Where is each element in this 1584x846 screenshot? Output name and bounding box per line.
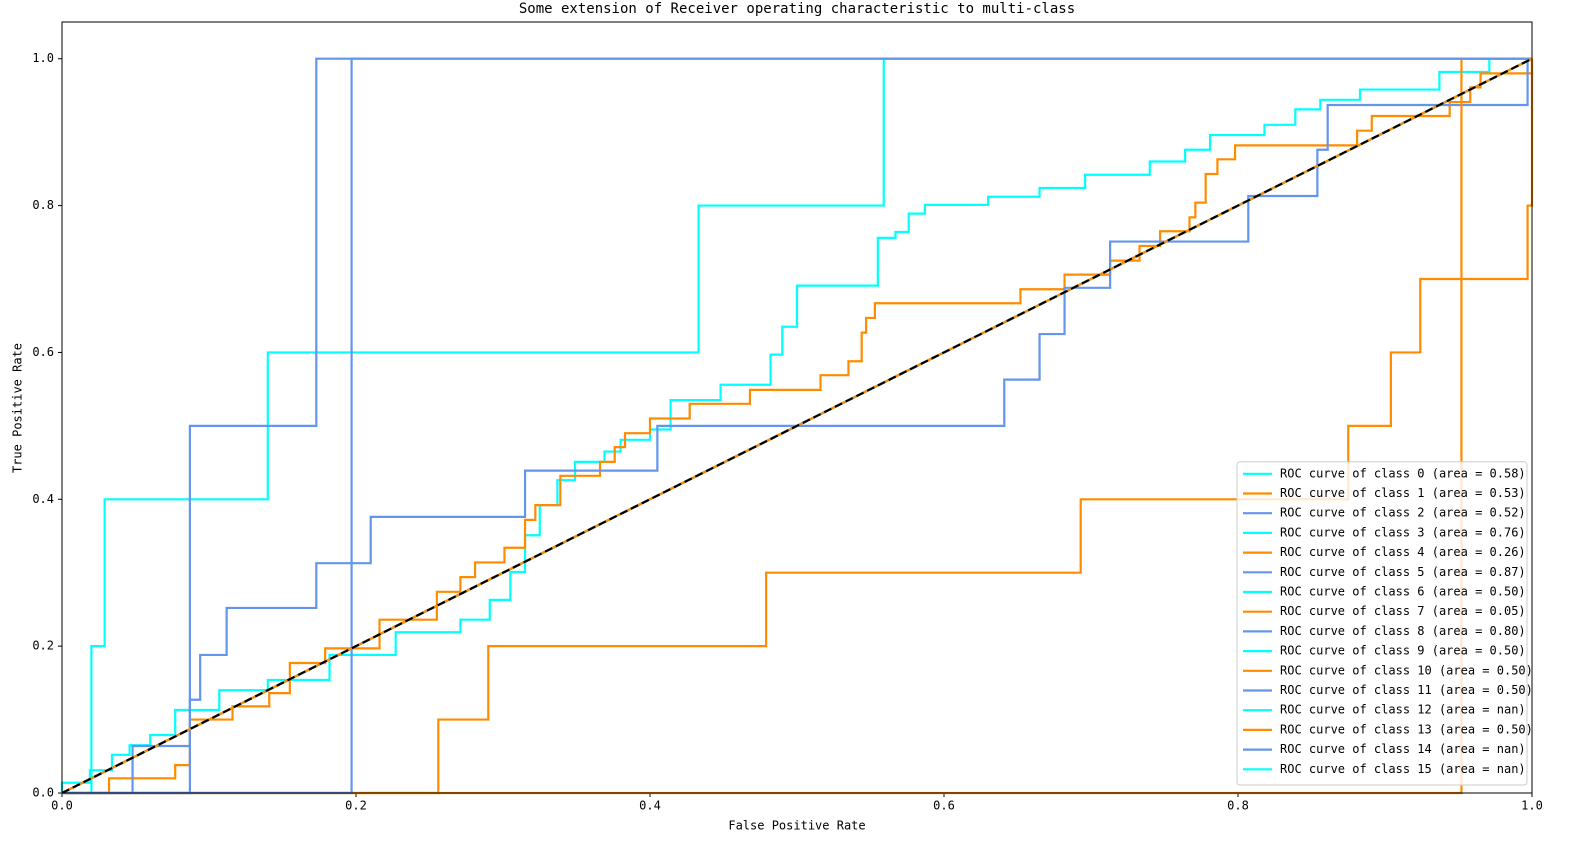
- roc-curve: [60, 57, 1532, 793]
- legend-label: ROC curve of class 2 (area = 0.52): [1280, 506, 1526, 520]
- x-tick-label: 0.8: [1227, 799, 1249, 813]
- legend-label: ROC curve of class 14 (area = nan): [1280, 742, 1526, 756]
- y-tick-label: 0.6: [32, 345, 54, 359]
- legend-label: ROC curve of class 5 (area = 0.87): [1280, 565, 1526, 579]
- x-tick-label: 0.0: [51, 799, 73, 813]
- x-axis-label: False Positive Rate: [728, 819, 865, 833]
- legend-label: ROC curve of class 11 (area = 0.50): [1280, 683, 1533, 697]
- y-tick-label: 0.0: [32, 786, 54, 800]
- legend-label: ROC curve of class 10 (area = 0.50): [1280, 663, 1533, 677]
- x-tick-label: 0.6: [933, 799, 955, 813]
- y-tick-label: 0.2: [32, 639, 54, 653]
- legend-label: ROC curve of class 7 (area = 0.05): [1280, 604, 1526, 618]
- y-tick-label: 1.0: [32, 51, 54, 65]
- legend-label: ROC curve of class 6 (area = 0.50): [1280, 585, 1526, 599]
- legend-label: ROC curve of class 9 (area = 0.50): [1280, 644, 1526, 658]
- legend-label: ROC curve of class 3 (area = 0.76): [1280, 525, 1526, 539]
- roc-curve: [62, 57, 1532, 795]
- x-tick-label: 1.0: [1521, 799, 1543, 813]
- legend-label: ROC curve of class 15 (area = nan): [1280, 762, 1526, 776]
- x-tick-label: 0.4: [639, 799, 661, 813]
- legend-label: ROC curve of class 4 (area = 0.26): [1280, 545, 1526, 559]
- legend-label: ROC curve of class 12 (area = nan): [1280, 703, 1526, 717]
- y-axis-label: True Positive Rate: [11, 343, 25, 473]
- legend-box: [1236, 461, 1528, 786]
- x-tick-label: 0.2: [345, 799, 367, 813]
- y-tick-label: 0.4: [32, 492, 54, 506]
- y-tick-label: 0.8: [32, 198, 54, 212]
- roc-curve: [62, 58, 1534, 795]
- chart-title: Some extension of Receiver operating cha…: [519, 1, 1075, 17]
- diagonal: [61, 57, 1533, 794]
- legend-label: ROC curve of class 0 (area = 0.58): [1280, 466, 1526, 480]
- axes-frame: [61, 21, 1533, 794]
- legend-label: ROC curve of class 1 (area = 0.53): [1280, 486, 1526, 500]
- legend-label: ROC curve of class 8 (area = 0.80): [1280, 624, 1526, 638]
- legend-label: ROC curve of class 13 (area = 0.50): [1280, 722, 1533, 736]
